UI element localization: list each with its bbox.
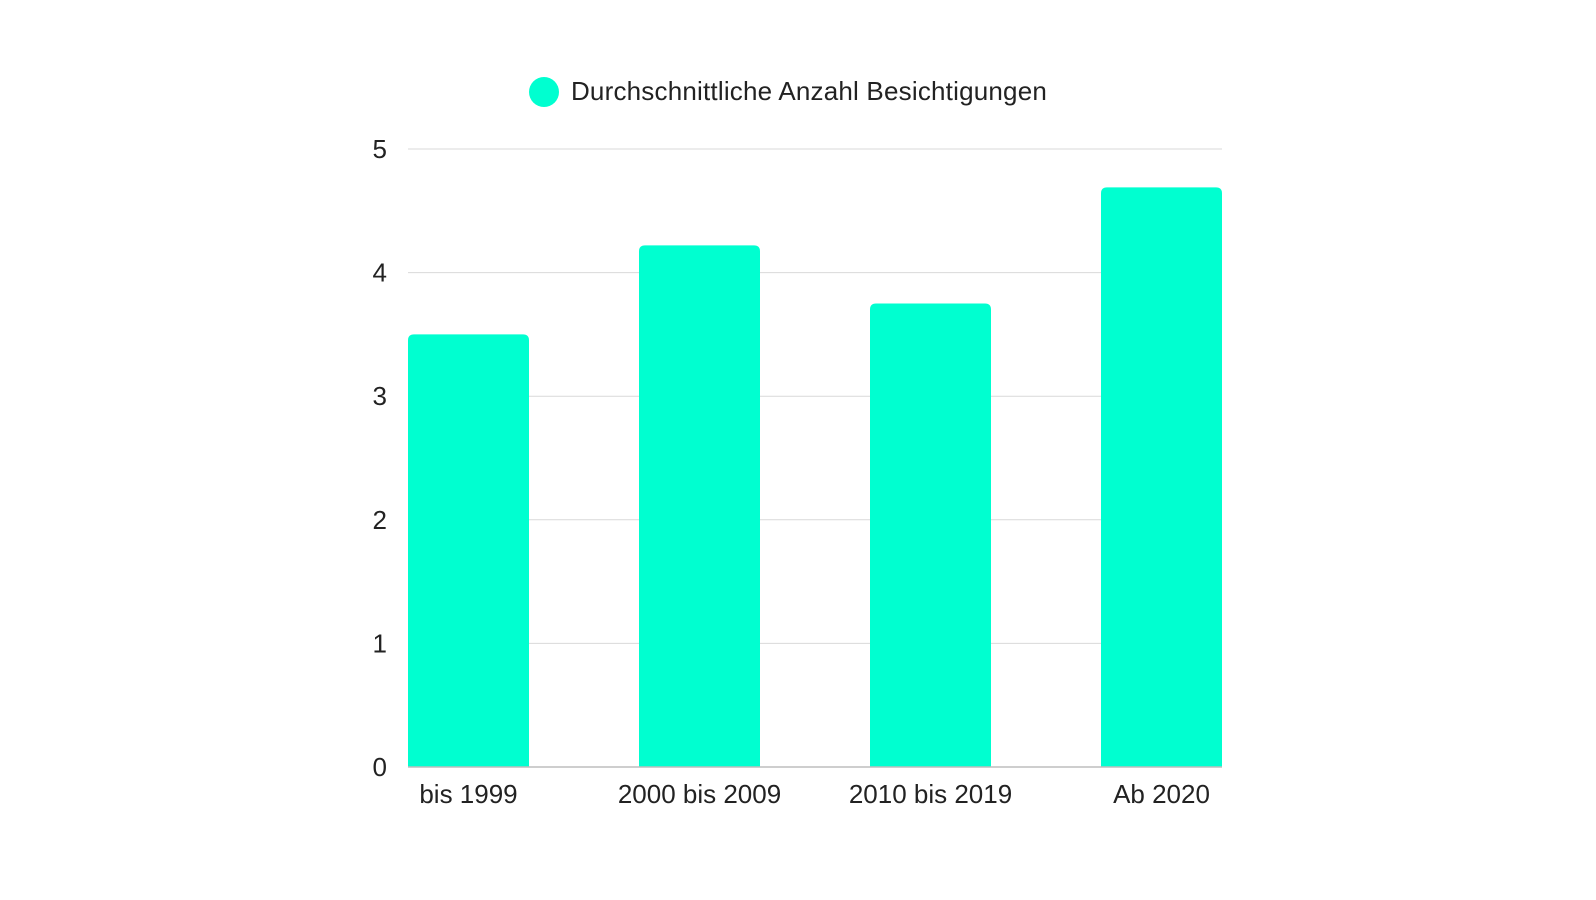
legend-swatch [528, 76, 559, 107]
y-tick-label: 5 [373, 134, 387, 164]
y-tick-label: 0 [373, 752, 387, 782]
y-tick-labels: 0 1 2 3 4 5 [373, 134, 387, 782]
x-tick-labels: bis 1999 2000 bis 2009 2010 bis 2019 Ab 202… [419, 779, 1210, 809]
x-tick-label: 2000 bis 2009 [618, 779, 781, 809]
bars [408, 187, 1222, 768]
grid-lines [408, 148, 1222, 644]
x-tick-label: bis 1999 [419, 779, 517, 809]
y-tick-label: 4 [373, 258, 387, 288]
legend-entry: Durchschnittliche Anzahl Besichtigungen [528, 76, 1048, 107]
bar [408, 334, 529, 767]
x-tick-label: 2010 bis 2019 [849, 779, 1012, 809]
y-tick-label: 1 [373, 628, 387, 658]
y-tick-label: 2 [373, 505, 387, 535]
bar [870, 303, 991, 767]
legend-label: Durchschnittliche Anzahl Besichtigungen [570, 76, 1048, 106]
chart-legend: Durchschnittliche Anzahl Besichtigungen [0, 76, 1596, 107]
bar [1101, 187, 1222, 768]
x-tick-label: Ab 2020 [1113, 779, 1210, 809]
y-tick-label: 3 [373, 381, 387, 411]
bar [639, 245, 760, 767]
